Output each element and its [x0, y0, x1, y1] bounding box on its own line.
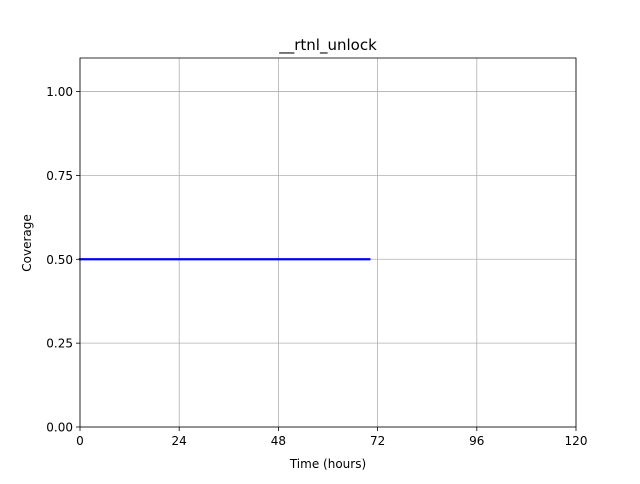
y-axis-label: Coverage	[20, 214, 34, 272]
x-tick-label: 48	[271, 434, 286, 448]
x-tick-label: 24	[172, 434, 187, 448]
x-axis-label: Time (hours)	[289, 457, 366, 471]
x-tick-label: 120	[565, 434, 588, 448]
y-tick-label: 0.50	[46, 253, 73, 267]
x-tick-label: 72	[370, 434, 385, 448]
x-tick-label: 0	[76, 434, 84, 448]
chart-title: __rtnl_unlock	[278, 36, 377, 55]
y-tick-label: 0.75	[46, 169, 73, 183]
y-tick-label: 0.25	[46, 337, 73, 351]
ticks: 0 24 48 72 96 120 0.00 0.25 0.50 0.75 1.00	[46, 85, 587, 448]
y-tick-label: 1.00	[46, 85, 73, 99]
y-tick-label: 0.00	[46, 421, 73, 435]
plot-area-frame	[79, 57, 577, 428]
x-tick-label: 96	[469, 434, 484, 448]
